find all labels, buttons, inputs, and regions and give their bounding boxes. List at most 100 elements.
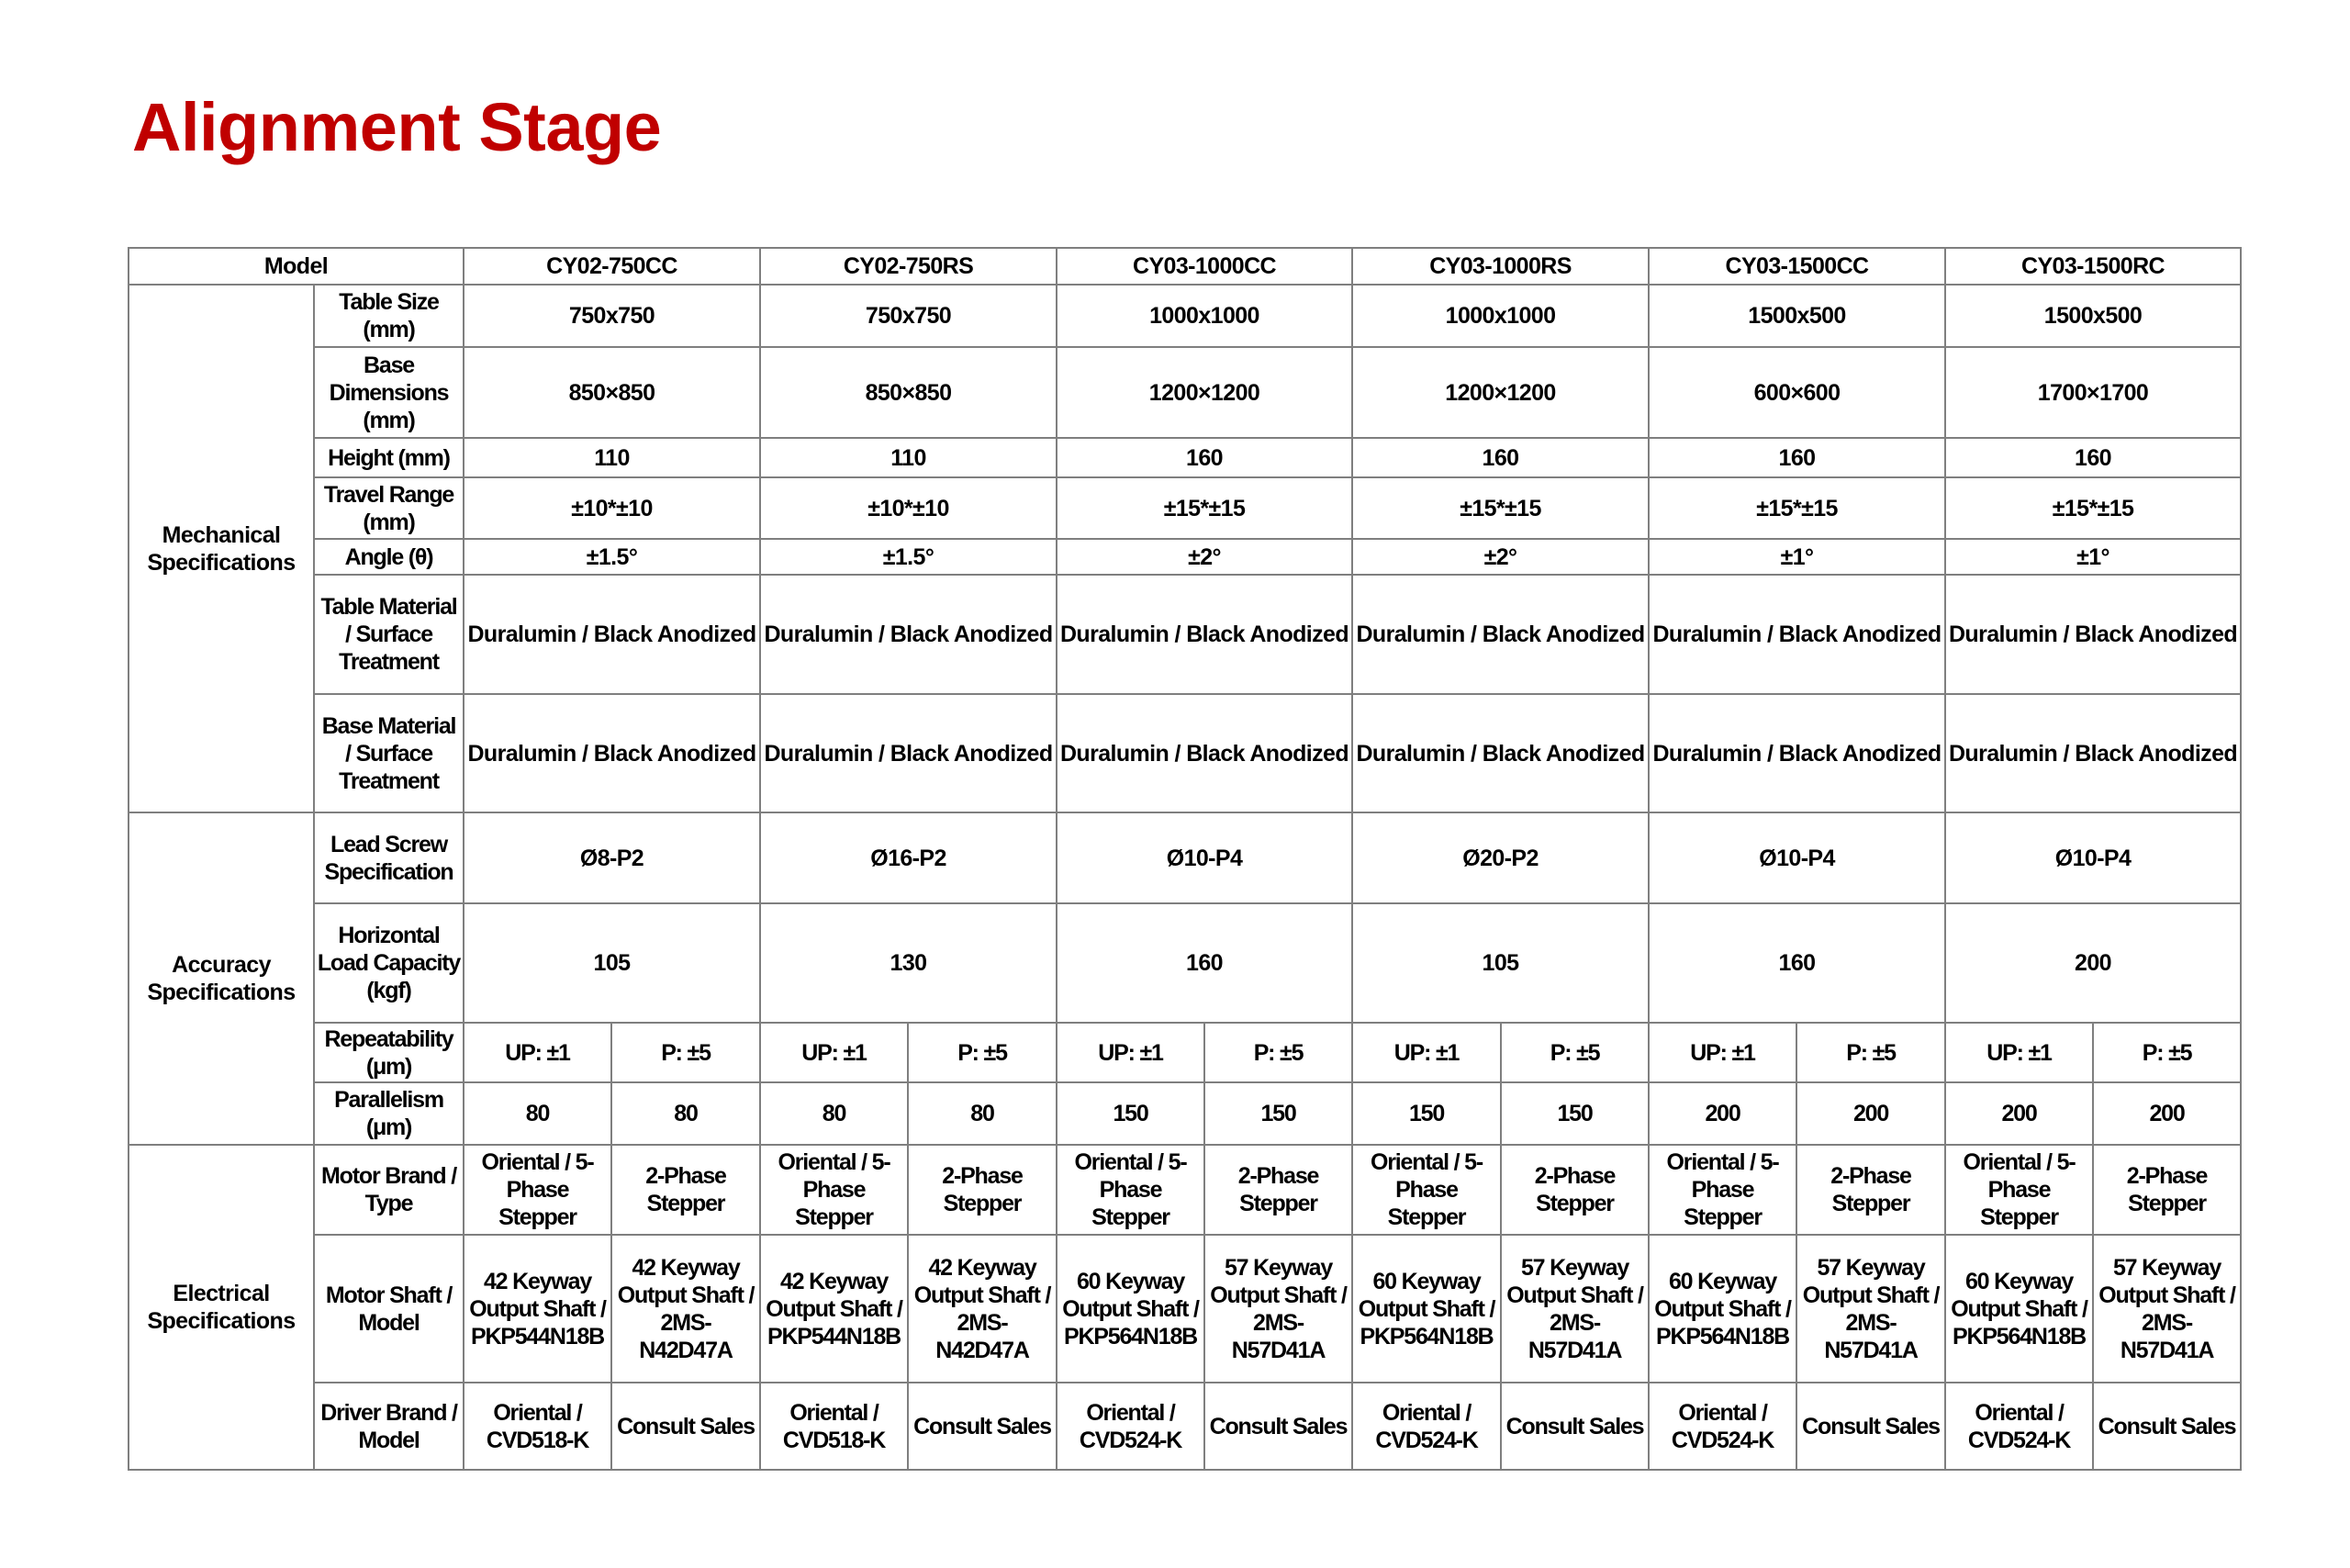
spec-value: 2-Phase Stepper (1796, 1144, 1947, 1236)
spec-value: 80 (759, 1081, 909, 1146)
spec-value: ±15*±15 (1944, 476, 2243, 540)
spec-value: 130 (759, 902, 1058, 1024)
spec-value: 1500x500 (1648, 284, 1947, 348)
spec-value: 105 (1350, 902, 1651, 1024)
table-row: Travel Range (mm) ±10*±10 ±10*±10 ±15*±15 ±1… (129, 476, 2243, 540)
spec-value: 850×850 (463, 346, 761, 439)
spec-value: 60 Keyway Output Shaft / PKP564N18B (1056, 1234, 1205, 1383)
spec-value: ±2° (1056, 538, 1353, 576)
spec-value: Oriental / 5-Phase Stepper (463, 1144, 612, 1236)
spec-value: 160 (1944, 437, 2243, 478)
spec-value: 200 (1796, 1081, 1947, 1146)
spec-value: Duralumin / Black Anodized (1056, 693, 1353, 813)
row-label: Height (mm) (313, 437, 464, 478)
row-label: Table Material / Surface Treatment (313, 574, 464, 695)
spec-value: Duralumin / Black Anodized (1056, 574, 1353, 695)
spec-value: Duralumin / Black Anodized (759, 693, 1058, 813)
row-label: Lead Screw Specification (313, 812, 464, 904)
spec-value: 80 (907, 1081, 1058, 1146)
table-row: Height (mm) 110 110 160 160 160 160 (129, 437, 2243, 478)
spec-value: Oriental / CVD524-K (1944, 1382, 2095, 1471)
model-name: CY03-1500RC (1944, 247, 2243, 286)
spec-value: ±1.5° (463, 538, 761, 576)
spec-value: 57 Keyway Output Shaft / 2MS-N57D41A (1499, 1234, 1651, 1383)
row-label: Motor Shaft / Model (313, 1234, 464, 1383)
spec-value: 2-Phase Stepper (2092, 1144, 2243, 1236)
row-label: Base Dimensions (mm) (313, 346, 464, 439)
spec-value: 2-Phase Stepper (1203, 1144, 1353, 1236)
spec-value: 1200×1200 (1350, 346, 1651, 439)
spec-value: ±1° (1944, 538, 2243, 576)
spec-value: Duralumin / Black Anodized (463, 693, 761, 813)
spec-value: ±15*±15 (1648, 476, 1947, 540)
spec-value: 1500x500 (1944, 284, 2243, 348)
spec-value: Oriental / 5-Phase Stepper (1944, 1144, 2095, 1236)
spec-value: 57 Keyway Output Shaft / 2MS-N57D41A (1203, 1234, 1353, 1383)
spec-value: Oriental / 5-Phase Stepper (1056, 1144, 1205, 1236)
spec-value: P: ±5 (1499, 1022, 1651, 1083)
spec-value: Duralumin / Black Anodized (1350, 574, 1651, 695)
spec-value: ±10*±10 (759, 476, 1058, 540)
row-label: Driver Brand / Model (313, 1382, 464, 1471)
table-row: Angle (θ) ±1.5° ±1.5° ±2° ±2° ±1° ±1° (129, 538, 2243, 576)
table-row: Base Dimensions (mm) 850×850 850×850 1200×1… (129, 346, 2243, 439)
model-name: CY02-750RS (759, 247, 1058, 286)
table-row: Motor Shaft / Model 42 Keyway Output Shaf… (129, 1234, 2243, 1383)
spec-value: UP: ±1 (463, 1022, 612, 1083)
spec-value: 200 (1648, 1081, 1798, 1146)
spec-value: Oriental / 5-Phase Stepper (759, 1144, 909, 1236)
spec-value: 160 (1056, 437, 1353, 478)
model-name: CY03-1000CC (1056, 247, 1353, 286)
spec-value: 60 Keyway Output Shaft / PKP564N18B (1351, 1234, 1502, 1383)
table-row: Electrical Specifications Motor Brand / T… (128, 1144, 2243, 1471)
spec-value: 60 Keyway Output Shaft / PKP564N18B (1648, 1234, 1798, 1383)
spec-value: P: ±5 (1203, 1022, 1353, 1083)
spec-value: Oriental / 5-Phase Stepper (1351, 1144, 1502, 1236)
model-name: CY03-1500CC (1648, 247, 1947, 286)
spec-value: 150 (1056, 1081, 1205, 1146)
spec-value: Duralumin / Black Anodized (759, 574, 1058, 695)
spec-value: Consult Sales (1499, 1382, 1651, 1471)
specification-table: Model CY02-750CC CY02-750RS CY03-1000CC CY03… (128, 247, 2243, 1471)
spec-value: P: ±5 (907, 1022, 1058, 1083)
spec-value: Consult Sales (1796, 1382, 1947, 1471)
spec-value: UP: ±1 (1351, 1022, 1502, 1083)
spec-value: 600×600 (1648, 346, 1947, 439)
row-label: Parallelism (μm) (313, 1081, 464, 1146)
row-label: Base Material / Surface Treatment (313, 693, 464, 813)
row-label: Repeatability (μm) (313, 1022, 464, 1083)
page-title: Alignment Stage (132, 89, 662, 165)
spec-value: ±2° (1350, 538, 1651, 576)
spec-value: 750x750 (759, 284, 1058, 348)
table-row: Driver Brand / Model Oriental / CVD518-K C… (129, 1382, 2243, 1471)
spec-value: 2-Phase Stepper (610, 1144, 761, 1236)
spec-value: P: ±5 (2092, 1022, 2243, 1083)
spec-value: Consult Sales (2092, 1382, 2243, 1471)
spec-value: Duralumin / Black Anodized (463, 574, 761, 695)
spec-value: 160 (1648, 437, 1947, 478)
spec-value: P: ±5 (1796, 1022, 1947, 1083)
group-label: Electrical Specifications (128, 1144, 315, 1471)
spec-value: 105 (463, 902, 761, 1024)
spec-value: ±15*±15 (1056, 476, 1353, 540)
spec-value: Oriental / CVD524-K (1648, 1382, 1798, 1471)
spec-value: Consult Sales (907, 1382, 1058, 1471)
spec-value: Ø20-P2 (1350, 812, 1651, 904)
spec-value: 200 (1944, 1081, 2095, 1146)
spec-value: 160 (1056, 902, 1353, 1024)
spec-value: 110 (759, 437, 1058, 478)
spec-value: 57 Keyway Output Shaft / 2MS-N57D41A (1796, 1234, 1947, 1383)
spec-value: ±1° (1648, 538, 1947, 576)
model-name: CY02-750CC (463, 247, 761, 286)
table-row: Accuracy Specifications Lead Screw Specif… (128, 812, 2243, 1146)
header-row: Model CY02-750CC CY02-750RS CY03-1000CC CY03… (128, 247, 2243, 286)
spec-value: 200 (1944, 902, 2243, 1024)
spec-value: ±1.5° (759, 538, 1058, 576)
table-row: Base Material / Surface Treatment Duralum… (129, 693, 2243, 813)
spec-value: 42 Keyway Output Shaft / PKP544N18B (759, 1234, 909, 1383)
spec-value: 2-Phase Stepper (1499, 1144, 1651, 1236)
spec-value: 150 (1351, 1081, 1502, 1146)
spec-value: Duralumin / Black Anodized (1648, 693, 1947, 813)
spec-value: ±10*±10 (463, 476, 761, 540)
spec-value: 2-Phase Stepper (907, 1144, 1058, 1236)
